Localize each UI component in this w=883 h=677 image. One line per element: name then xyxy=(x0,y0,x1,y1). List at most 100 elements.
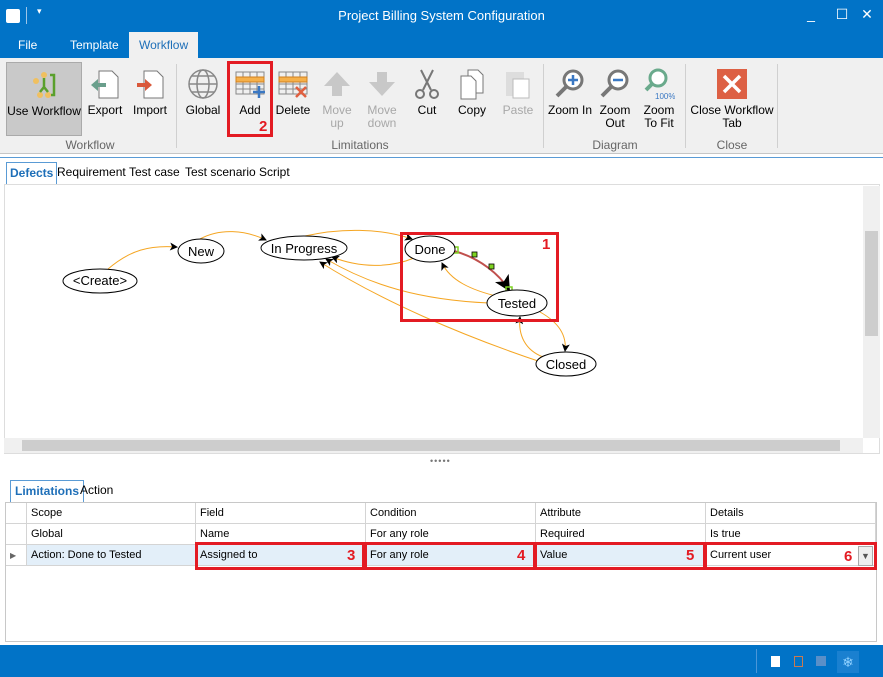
arrow-down-icon xyxy=(369,72,395,96)
zoom-in-icon xyxy=(555,69,584,98)
zoom-in-button[interactable]: Zoom In xyxy=(547,62,593,136)
cell-scope[interactable]: Global xyxy=(27,524,196,545)
cell-scope[interactable]: Action: Done to Tested xyxy=(27,545,196,566)
cell-field[interactable]: Assigned to xyxy=(196,545,366,566)
mail-icon[interactable] xyxy=(816,656,826,666)
edge-closed-tested[interactable] xyxy=(515,316,544,358)
window-title: Project Billing System Configuration xyxy=(338,8,545,23)
edge-tested-closed[interactable] xyxy=(539,311,570,352)
row-indicator-icon: ▶ xyxy=(6,545,27,566)
cell-attribute[interactable]: Value xyxy=(536,545,706,566)
minimize-button[interactable]: _ xyxy=(807,6,815,22)
table-row-selected[interactable]: ▶ Action: Done to Tested Assigned to For… xyxy=(6,545,876,566)
vertical-scrollbar[interactable] xyxy=(863,186,880,438)
globe-icon xyxy=(188,69,218,99)
zoom-out-label-2: Out xyxy=(605,116,625,130)
edge-closed-inprogress[interactable] xyxy=(319,261,542,363)
column-header-scope[interactable]: Scope xyxy=(27,503,196,524)
cell-condition[interactable]: For any role xyxy=(366,545,536,566)
arrow-up-icon xyxy=(324,72,350,96)
group-label-workflow: Workflow xyxy=(65,138,115,152)
copy-label: Copy xyxy=(457,103,486,117)
tab-test-case[interactable]: Test case xyxy=(129,165,180,179)
status-bar: ❄ xyxy=(0,645,883,677)
node-label: <Create> xyxy=(73,273,127,288)
global-label: Global xyxy=(185,103,221,117)
column-header-condition[interactable]: Condition xyxy=(366,503,536,524)
annotation-box-1 xyxy=(400,232,559,322)
add-button[interactable]: Add xyxy=(230,62,270,136)
node-create[interactable] xyxy=(62,268,138,294)
close-button[interactable]: ✕ xyxy=(861,6,873,22)
column-header-attribute[interactable]: Attribute xyxy=(536,503,706,524)
tab-test-scenario[interactable]: Test scenario xyxy=(185,165,256,179)
import-label: Import xyxy=(132,103,167,117)
edge-create-new[interactable] xyxy=(107,242,178,270)
snowflake-icon[interactable]: ❄ xyxy=(837,651,859,673)
cell-details-dropdown[interactable]: Current user xyxy=(706,545,876,566)
close-workflow-tab-button[interactable]: Close Workflow Tab xyxy=(688,62,776,136)
annotation-box-3 xyxy=(195,542,365,570)
node-done[interactable] xyxy=(404,235,456,263)
node-tested[interactable] xyxy=(486,289,548,317)
tab-requirement[interactable]: Requirement xyxy=(57,165,126,179)
annotation-3: 3 xyxy=(347,547,356,564)
annotation-1: 1 xyxy=(542,236,551,253)
quick-access-dropdown-icon[interactable]: ▾ xyxy=(37,6,42,16)
move-down-button[interactable]: Move down xyxy=(362,62,402,136)
move-up-button[interactable]: Move up xyxy=(318,62,356,136)
tab-script[interactable]: Script xyxy=(259,165,290,179)
clipboard-icon[interactable] xyxy=(771,656,780,667)
zoom-to-fit-button[interactable]: 100% Zoom To Fit xyxy=(638,62,680,136)
delete-button[interactable]: Delete xyxy=(274,62,312,136)
use-workflow-button[interactable]: Use Workflow xyxy=(6,62,82,136)
export-button[interactable]: Export xyxy=(85,62,125,136)
scissors-icon xyxy=(415,69,439,99)
add-label: Add xyxy=(239,103,261,117)
paste-label: Paste xyxy=(502,103,534,117)
tab-defects[interactable]: Defects xyxy=(6,162,58,184)
tab-limitations[interactable]: Limitations xyxy=(10,480,85,502)
move-up-label-2: up xyxy=(330,116,344,130)
edge-done-inprogress[interactable] xyxy=(331,255,415,266)
node-label: Done xyxy=(414,242,445,257)
cut-button[interactable]: Cut xyxy=(408,62,446,136)
column-header-field[interactable]: Field xyxy=(196,503,366,524)
delete-label: Delete xyxy=(275,103,311,117)
maximize-button[interactable]: ☐ xyxy=(835,6,849,22)
import-button[interactable]: Import xyxy=(130,62,170,136)
edge-new-inprogress[interactable] xyxy=(199,231,267,241)
tab-file[interactable]: File xyxy=(18,38,38,52)
tab-workflow[interactable]: Workflow xyxy=(129,32,199,58)
row-header xyxy=(6,524,27,545)
tab-action[interactable]: Action xyxy=(80,483,114,497)
column-header-details[interactable]: Details xyxy=(706,503,876,524)
separator xyxy=(777,64,778,148)
global-button[interactable]: Global xyxy=(183,62,223,136)
edge-done-tested-selected[interactable] xyxy=(453,250,511,292)
chevron-down-icon[interactable]: ▼ xyxy=(858,546,873,566)
tab-template[interactable]: Template xyxy=(70,38,119,52)
horizontal-scrollbar[interactable] xyxy=(4,438,863,453)
node-closed[interactable] xyxy=(535,351,597,377)
splitter-handle[interactable]: ••••• xyxy=(430,456,451,466)
close-tab-label: Close Workflow xyxy=(690,103,774,117)
export-label: Export xyxy=(87,103,123,117)
node-in-progress[interactable] xyxy=(260,235,348,261)
copy-button[interactable]: Copy xyxy=(452,62,492,136)
use-workflow-label: Use Workflow xyxy=(7,104,81,118)
annotation-4: 4 xyxy=(517,547,526,564)
ribbon: Use Workflow Export Import Global Add De… xyxy=(0,58,883,154)
app-icon xyxy=(6,9,20,23)
document-icon[interactable] xyxy=(794,656,803,667)
add-row-icon xyxy=(235,71,265,98)
annotation-2: 2 xyxy=(259,118,268,135)
row-header xyxy=(6,503,27,524)
node-new[interactable] xyxy=(177,238,225,264)
paste-button[interactable]: Paste xyxy=(498,62,538,136)
zoom-out-button[interactable]: Zoom Out xyxy=(595,62,635,136)
edge-tested-inprogress[interactable] xyxy=(325,258,490,304)
edge-tested-done[interactable] xyxy=(441,262,501,298)
node-label: Tested xyxy=(498,296,536,311)
move-up-label: Move xyxy=(322,103,352,117)
